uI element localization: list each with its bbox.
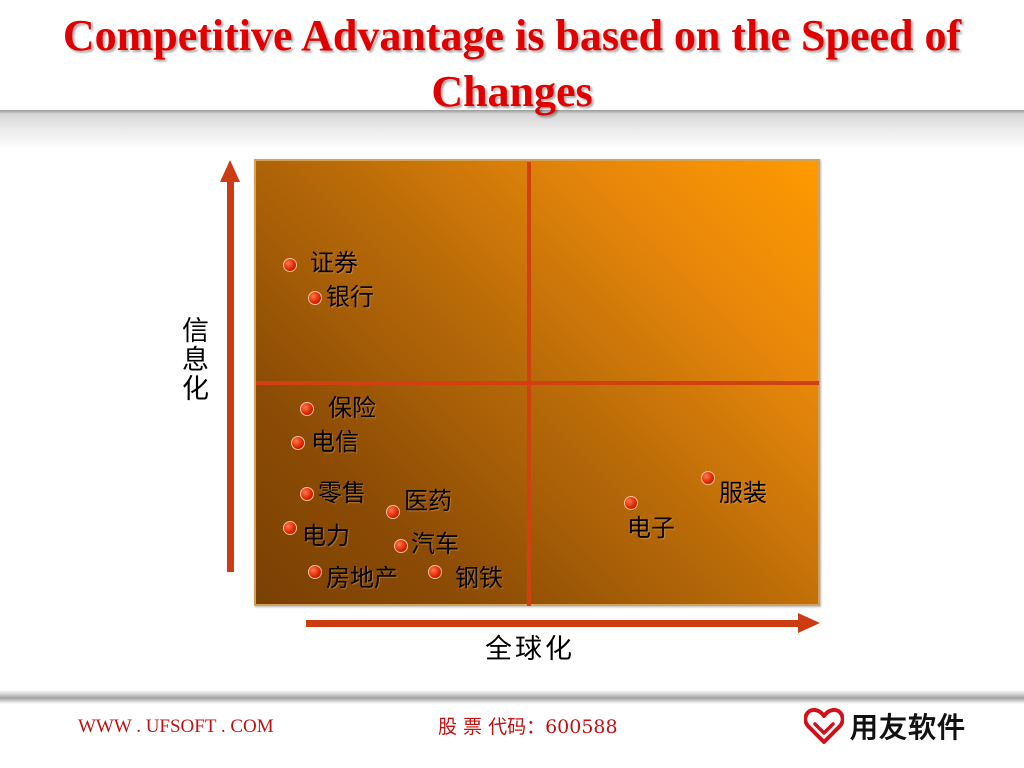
header-band xyxy=(0,110,1024,150)
industry-dot-insurance xyxy=(300,402,314,416)
company-logo: 用友软件 xyxy=(804,706,966,746)
industry-label-banking: 银行 xyxy=(326,283,374,311)
industry-label-retail: 零售 xyxy=(318,479,366,507)
industry-label-telecom: 电信 xyxy=(311,428,359,456)
industry-dot-retail xyxy=(300,487,314,501)
industry-dot-electronics xyxy=(624,496,638,510)
industry-label-automotive: 汽车 xyxy=(411,530,459,558)
industry-dot-steel xyxy=(428,565,442,579)
industry-label-securities: 证券 xyxy=(310,249,358,277)
industry-dot-securities xyxy=(283,258,297,272)
industry-dot-real-estate xyxy=(308,565,322,579)
industry-label-electronics: 电子 xyxy=(627,514,675,542)
y-axis-label: 信息化 xyxy=(177,316,208,403)
industry-label-real-estate: 房地产 xyxy=(326,564,398,592)
footer-divider xyxy=(0,690,1024,704)
industry-dot-banking xyxy=(308,291,322,305)
industry-label-insurance: 保险 xyxy=(328,394,376,422)
heart-icon xyxy=(804,708,844,744)
industry-label-pharma: 医药 xyxy=(404,487,452,515)
footer-stock-code: 股 票 代码：600588 xyxy=(438,716,618,738)
quadrant-horizontal-divider xyxy=(256,381,819,385)
industry-dot-power xyxy=(283,521,297,535)
x-axis-arrow-head xyxy=(798,613,820,633)
industry-label-steel: 钢铁 xyxy=(455,564,503,592)
industry-label-power: 电力 xyxy=(302,522,350,550)
industry-dot-automotive xyxy=(394,539,408,553)
y-axis-arrow-shaft xyxy=(227,180,234,572)
industry-label-apparel: 服装 xyxy=(719,479,767,507)
x-axis-arrow-shaft xyxy=(306,620,802,627)
x-axis-label: 全球化 xyxy=(485,634,575,665)
industry-dot-telecom xyxy=(291,436,305,450)
footer-website: WWW . UFSOFT . COM xyxy=(78,716,274,737)
slide-title: Competitive Advantage is based on the Sp… xyxy=(62,11,962,116)
y-axis-arrow-head xyxy=(220,160,240,182)
industry-dot-apparel xyxy=(701,471,715,485)
logo-text: 用友软件 xyxy=(850,711,967,744)
industry-dot-pharma xyxy=(386,505,400,519)
